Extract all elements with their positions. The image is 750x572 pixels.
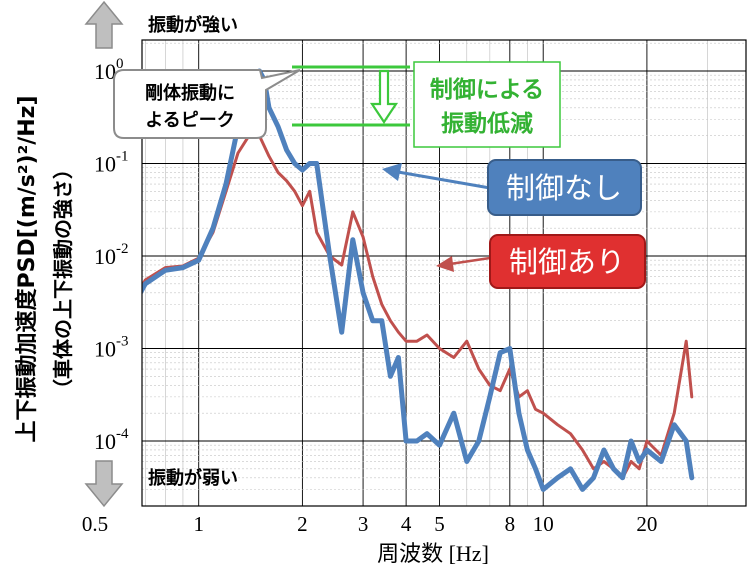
reduction-label-line2: 振動低減 (441, 110, 533, 137)
peak-callout (113, 69, 301, 139)
reduction-box (413, 61, 561, 148)
y-tick-label: 10-4 (94, 426, 129, 454)
x-tick-label: 1 (193, 512, 204, 536)
y-axis-sublabel: （車体の上下振動の強さ） (51, 159, 75, 399)
blue-pointer-arrow-icon (382, 163, 491, 190)
x-tick-label: 20 (636, 512, 657, 536)
red-pointer-arrow-icon (436, 256, 491, 272)
x-tick-label: 4 (401, 512, 412, 536)
x-axis-label: 周波数 [Hz] (377, 541, 489, 566)
x-tick-label: 3 (358, 512, 369, 536)
x-tick-labels: 0.5 1 2 3 4 5 8 10 20 (82, 512, 658, 536)
plot-frame (141, 39, 747, 507)
weak-vibration-label: 振動が弱い (148, 467, 238, 489)
label-off-text: 制御なし (506, 171, 622, 205)
y-axis-label: 上下振動加速度PSD[(m/s²)²/Hz] (14, 95, 40, 442)
label-on-text: 制御あり (509, 245, 625, 279)
y-tick-labels: 100 10-1 10-2 10-3 10-4 (94, 56, 129, 454)
x-tick-label: 8 (505, 512, 516, 536)
y-tick-label: 100 (94, 56, 124, 84)
y-tick-label: 10-2 (94, 241, 129, 269)
x-tick-label: 10 (533, 512, 554, 536)
y-tick-label: 10-3 (94, 334, 129, 362)
reduction-bracket (292, 65, 410, 127)
peak-label-line1: 剛体振動に (145, 82, 235, 104)
peak-label-line2: よるピーク (145, 110, 234, 131)
x-tick-label: 2 (297, 512, 308, 536)
label-on-box (489, 234, 646, 289)
strong-vibration-label: 振動が強い (148, 14, 238, 36)
down-arrow-icon (84, 460, 124, 508)
label-off-box (487, 159, 642, 216)
x-tick-label: 5 (434, 512, 445, 536)
y-tick-label: 10-1 (94, 149, 129, 177)
reduction-arrow-icon (369, 69, 399, 124)
up-arrow-icon (84, 0, 124, 49)
reduction-label-line1: 制御による (430, 76, 544, 103)
x-tick-label: 0.5 (82, 512, 108, 536)
